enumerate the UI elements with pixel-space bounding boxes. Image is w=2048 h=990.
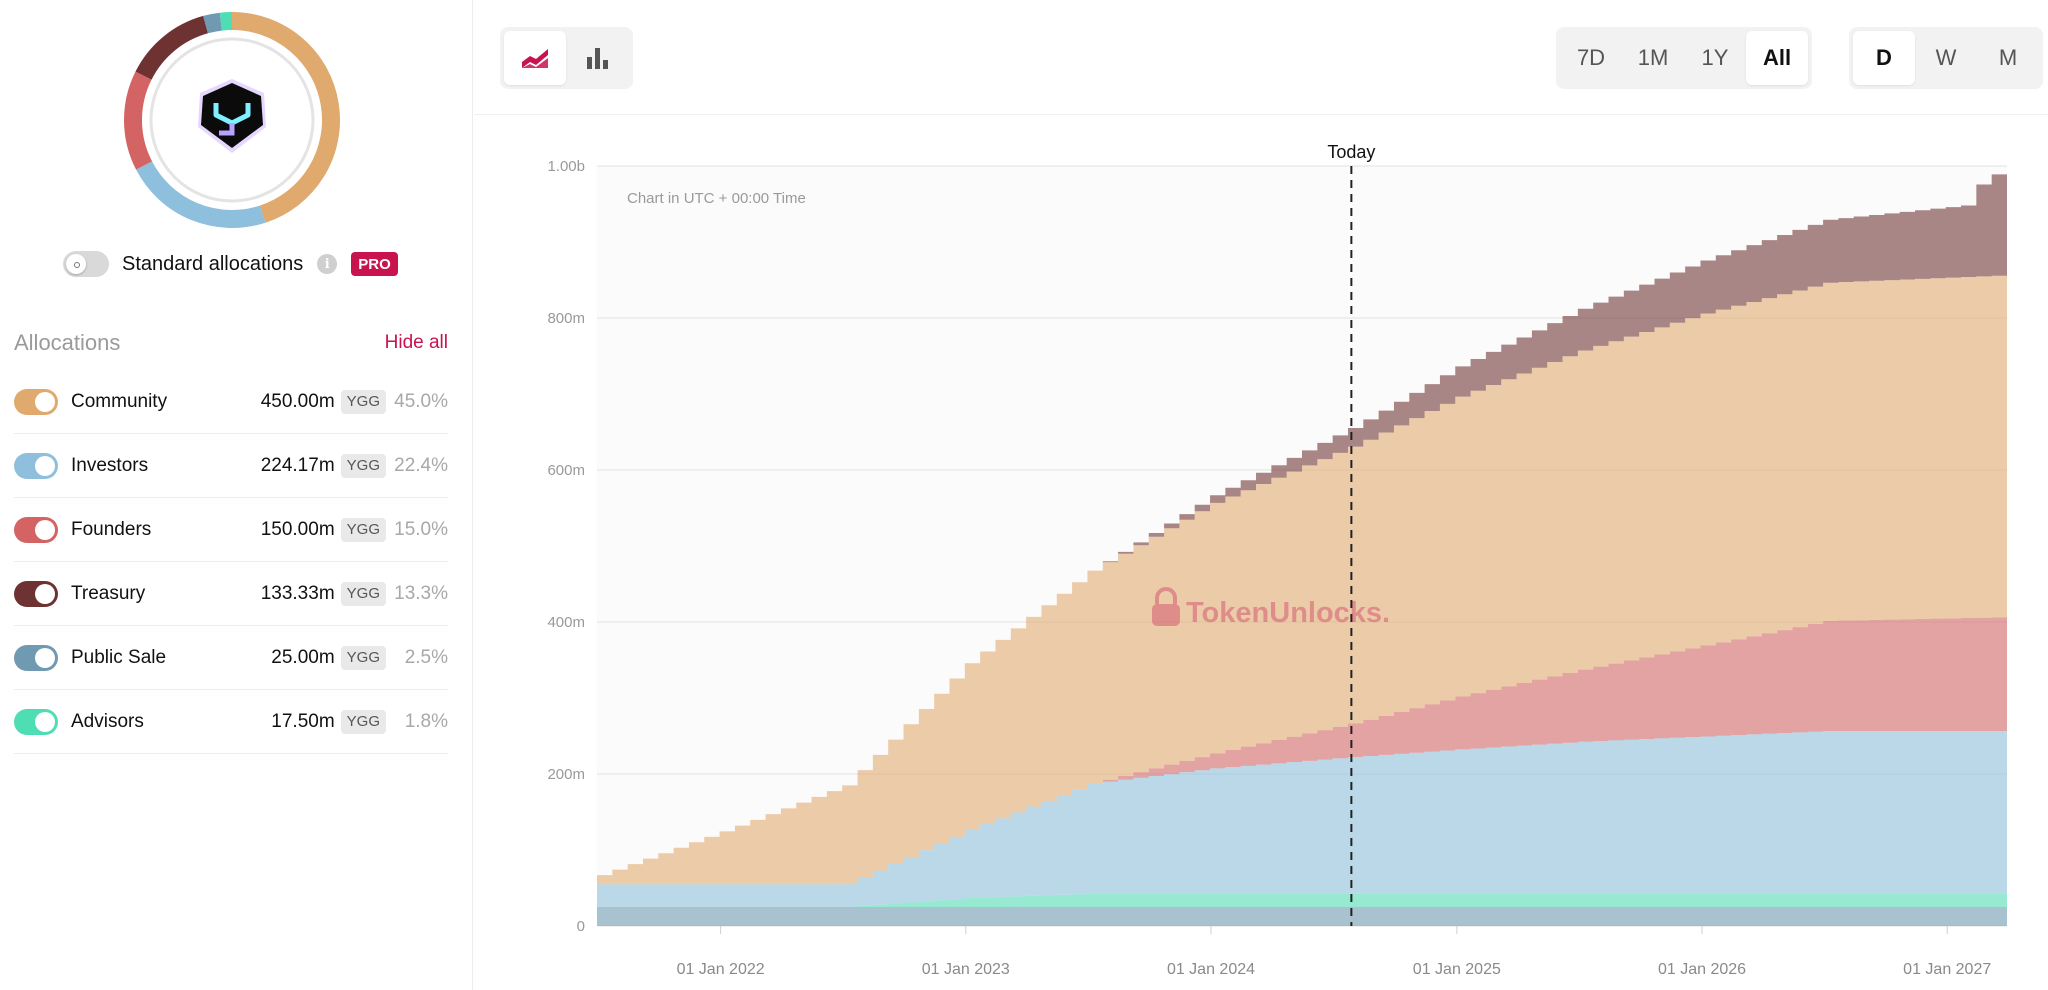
standard-allocations-toggle[interactable] — [63, 251, 109, 277]
allocation-row-founders: Founders 150.00m YGG 15.0% — [14, 498, 448, 562]
chart-toolbar: 7D 1M 1Y All D W M — [474, 0, 2048, 115]
advisors-toggle[interactable] — [14, 708, 58, 735]
area-chart-button[interactable] — [504, 31, 566, 85]
donut-slice-public-sale — [203, 12, 223, 34]
founders-toggle[interactable] — [14, 516, 58, 543]
investors-toggle[interactable] — [14, 452, 58, 479]
donut-slice-founders — [124, 71, 153, 170]
allocation-amount: 450.00m — [260, 390, 335, 412]
allocations-title: Allocations — [14, 330, 121, 355]
donut-slice-community — [231, 12, 340, 223]
period-switcher: D W M — [1849, 27, 2043, 89]
token-badge: YGG — [340, 709, 386, 734]
chart-panel: 7D 1M 1Y All D W M 0 200m 400m 600m 800m 1.00… — [474, 0, 2048, 990]
info-icon[interactable]: i — [317, 254, 338, 274]
allocation-panel: Standard allocations i PRO Allocations H… — [0, 0, 473, 990]
y-tick-label: 600m — [547, 462, 585, 479]
period-week-button[interactable]: W — [1935, 45, 1957, 70]
lock-icon — [1152, 604, 1180, 626]
unlock-schedule-chart: 0 200m 400m 600m 800m 1.00b 01 Jan 2022 01 Jan … — [474, 116, 2048, 990]
watermark: TokenUnlocks. — [1152, 587, 1390, 629]
time-range-switcher: 7D 1M 1Y All — [1556, 27, 1812, 89]
x-tick-label: 01 Jan 2024 — [1167, 961, 1255, 978]
allocation-row-advisors: Advisors 17.50m YGG 1.8% — [14, 690, 448, 754]
y-tick-label: 0 — [577, 918, 585, 935]
donut-svg — [124, 12, 340, 228]
bar-chart-button[interactable] — [566, 31, 628, 85]
range-1y-button[interactable]: 1Y — [1701, 45, 1729, 70]
token-badge: YGG — [340, 389, 386, 414]
area-series-community[interactable] — [597, 275, 2007, 885]
y-tick-label: 200m — [547, 766, 585, 783]
period-month-button[interactable]: M — [1998, 45, 2018, 70]
area-series-treasury[interactable] — [597, 174, 2007, 876]
allocation-row-investors: Investors 224.17m YGG 22.4% — [14, 434, 448, 498]
allocation-percent: 13.3% — [394, 582, 448, 604]
allocation-amount: 150.00m — [260, 518, 335, 540]
x-tick-label: 01 Jan 2025 — [1413, 961, 1501, 978]
x-tick-label: 01 Jan 2027 — [1903, 961, 1991, 978]
allocation-row-treasury: Treasury 133.33m YGG 13.3% — [14, 562, 448, 626]
token-badge: YGG — [340, 581, 386, 606]
allocation-row-public-sale: Public Sale 25.00m YGG 2.5% — [14, 626, 448, 690]
standard-allocations-label: Standard allocations — [122, 252, 304, 275]
allocation-percent: 45.0% — [394, 390, 448, 412]
x-tick-label: 01 Jan 2026 — [1658, 961, 1746, 978]
treasury-toggle[interactable] — [14, 580, 58, 607]
allocation-name: Public Sale — [71, 646, 167, 668]
standard-allocations-row: Standard allocations i PRO — [63, 250, 423, 278]
token-badge: YGG — [340, 453, 386, 478]
pro-badge: PRO — [351, 252, 398, 276]
allocation-donut-chart — [119, 7, 345, 233]
area-series-investors[interactable] — [597, 731, 2007, 907]
community-toggle[interactable] — [14, 388, 58, 415]
range-1m-button[interactable]: 1M — [1637, 45, 1669, 70]
allocation-row-community: Community 450.00m YGG 45.0% — [14, 370, 448, 434]
donut-slice-advisors — [219, 12, 233, 31]
range-all-button[interactable]: All — [1746, 31, 1808, 85]
bar-chart-icon — [587, 48, 608, 69]
x-tick-label: 01 Jan 2023 — [922, 961, 1010, 978]
ygg-logo-icon — [198, 79, 266, 153]
chart-svg: 0 200m 400m 600m 800m 1.00b 01 Jan 2022 01 Jan … — [547, 142, 2007, 978]
area-chart-icon — [522, 49, 548, 68]
token-badge: YGG — [340, 517, 386, 542]
y-tick-label: 400m — [547, 614, 585, 631]
allocation-percent: 22.4% — [394, 454, 448, 476]
watermark-text: TokenUnlocks. — [1186, 597, 1390, 629]
period-day-button[interactable]: D — [1853, 31, 1915, 85]
y-tick-label: 800m — [547, 310, 585, 327]
allocation-name: Advisors — [71, 710, 144, 732]
allocations-list: Community 450.00m YGG 45.0% Investors 22… — [14, 370, 448, 754]
x-tick-label: 01 Jan 2022 — [677, 961, 765, 978]
allocation-amount: 17.50m — [271, 710, 335, 732]
chart-timezone-note: Chart in UTC + 00:00 Time — [627, 190, 806, 207]
y-tick-label: 1.00b — [547, 158, 585, 175]
donut-slice-treasury — [135, 15, 209, 80]
public-sale-toggle[interactable] — [14, 644, 58, 671]
range-7d-button[interactable]: 7D — [1576, 45, 1606, 70]
area-series-public-sale[interactable] — [597, 907, 2007, 926]
allocation-percent: 15.0% — [394, 518, 448, 540]
hide-all-button[interactable]: Hide all — [384, 332, 448, 353]
token-badge: YGG — [340, 645, 386, 670]
allocation-percent: 1.8% — [404, 710, 448, 732]
area-series-founders[interactable] — [597, 617, 2007, 885]
allocation-name: Founders — [71, 518, 152, 540]
allocation-name: Community — [71, 390, 168, 412]
donut-slice-investors — [136, 161, 266, 228]
allocation-name: Treasury — [71, 582, 146, 604]
chart-type-switcher — [500, 27, 633, 89]
allocation-percent: 2.5% — [404, 646, 448, 668]
allocation-amount: 25.00m — [271, 646, 335, 668]
allocation-amount: 133.33m — [260, 582, 335, 604]
allocation-name: Investors — [71, 454, 149, 476]
allocations-header: Allocations Hide all — [14, 330, 448, 356]
allocation-amount: 224.17m — [260, 454, 335, 476]
today-label: Today — [1327, 142, 1375, 162]
area-series-advisors[interactable] — [597, 893, 2007, 907]
